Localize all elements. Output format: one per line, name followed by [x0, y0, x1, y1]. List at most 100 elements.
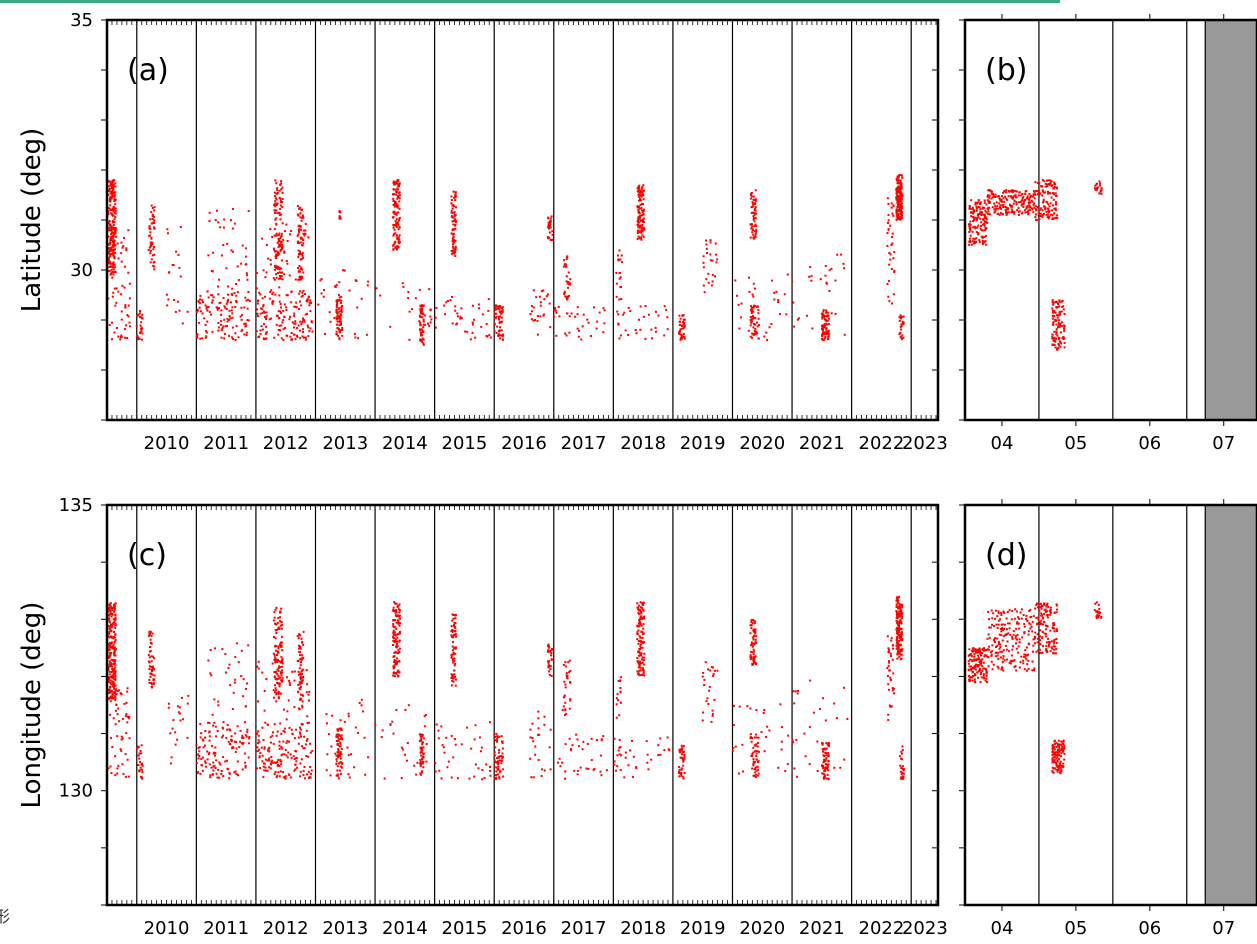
data-point	[273, 278, 276, 281]
data-point	[276, 241, 279, 244]
data-point	[748, 290, 751, 293]
data-point	[530, 318, 533, 321]
data-point	[1054, 209, 1057, 212]
data-point	[1032, 195, 1035, 198]
data-point	[900, 335, 903, 338]
data-point	[300, 304, 303, 307]
data-point	[197, 321, 200, 324]
data-point	[756, 325, 759, 328]
data-point	[204, 760, 207, 763]
data-point	[549, 326, 552, 329]
data-point	[216, 307, 219, 310]
data-point	[233, 222, 236, 225]
data-point	[228, 309, 231, 312]
data-point	[217, 285, 220, 288]
data-point	[1051, 301, 1054, 304]
data-point	[243, 306, 246, 309]
data-point	[110, 630, 113, 633]
data-point	[641, 633, 644, 636]
data-point	[548, 224, 551, 227]
data-point	[398, 611, 401, 614]
data-point	[112, 214, 115, 217]
data-point	[901, 202, 904, 205]
data-point	[640, 224, 643, 227]
data-point	[460, 743, 463, 746]
data-point	[886, 221, 889, 224]
data-point	[454, 219, 457, 222]
data-point	[617, 322, 620, 325]
data-point	[647, 768, 650, 771]
data-point	[1002, 191, 1005, 194]
data-point	[113, 191, 116, 194]
data-point	[620, 754, 623, 757]
data-point	[703, 291, 706, 294]
data-point	[293, 737, 296, 740]
data-point	[181, 718, 184, 721]
data-point	[150, 683, 153, 686]
data-point	[707, 272, 710, 275]
data-point	[201, 299, 204, 302]
data-point	[1038, 189, 1041, 192]
data-point	[393, 202, 396, 205]
data-point	[113, 630, 116, 633]
data-point	[714, 253, 717, 256]
data-point	[419, 328, 422, 331]
data-point	[113, 198, 116, 201]
data-point	[536, 315, 539, 318]
data-point	[637, 229, 640, 232]
data-point	[420, 304, 423, 307]
data-point	[297, 229, 300, 232]
data-point	[207, 753, 210, 756]
data-point	[561, 708, 564, 711]
data-point	[298, 269, 301, 272]
data-point	[613, 760, 616, 763]
data-point	[298, 726, 301, 729]
data-point	[888, 263, 891, 266]
data-point	[302, 336, 305, 339]
data-point	[968, 231, 971, 234]
data-point	[1055, 330, 1058, 333]
data-point	[678, 324, 681, 327]
data-point	[283, 230, 286, 233]
data-point	[678, 314, 681, 317]
data-point	[110, 239, 113, 242]
data-point	[302, 238, 305, 241]
data-point	[495, 331, 498, 334]
data-point	[547, 664, 550, 667]
data-point	[301, 268, 304, 271]
data-point	[336, 320, 339, 323]
data-point	[393, 212, 396, 215]
data-point	[303, 320, 306, 323]
data-point	[392, 234, 395, 237]
data-point	[310, 769, 313, 772]
data-point	[222, 296, 225, 299]
data-point	[470, 747, 473, 750]
data-point	[277, 677, 280, 680]
data-point	[968, 226, 971, 229]
data-point	[201, 312, 204, 315]
data-point	[902, 323, 905, 326]
data-point	[113, 610, 116, 613]
data-point	[825, 332, 828, 335]
data-point	[275, 659, 278, 662]
data-point	[220, 320, 223, 323]
data-point	[238, 746, 241, 749]
data-point	[988, 213, 991, 216]
data-point	[421, 312, 424, 315]
data-point	[114, 698, 117, 701]
data-point	[1041, 179, 1044, 182]
data-point	[1024, 192, 1027, 195]
data-point	[292, 755, 295, 758]
data-point	[108, 676, 111, 679]
data-point	[338, 294, 341, 297]
data-point	[420, 746, 423, 749]
data-point	[972, 226, 975, 229]
data-point	[796, 318, 799, 321]
data-point	[152, 264, 155, 267]
data-point	[113, 211, 116, 214]
data-point	[893, 250, 896, 253]
data-point	[1031, 200, 1034, 203]
data-point	[430, 318, 433, 321]
data-point	[278, 627, 281, 630]
data-point	[299, 681, 302, 684]
